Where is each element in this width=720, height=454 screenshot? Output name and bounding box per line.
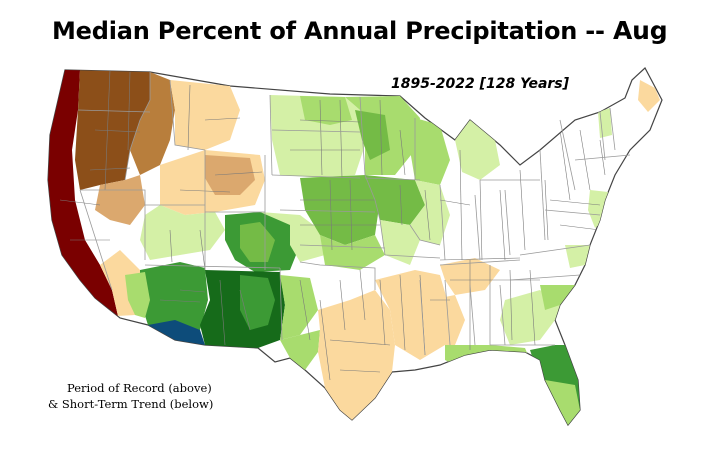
region-colorado-mod-wet	[240, 222, 275, 262]
region-kansas-slight-wet	[320, 235, 385, 270]
region-new-mexico-wet	[240, 275, 275, 330]
region-virginia-light-wet	[565, 245, 590, 268]
region-oregon-dry	[75, 70, 150, 190]
period-note: Period of Record (above) & Short-Term Tr…	[48, 380, 213, 412]
region-maine-light-dry	[638, 80, 660, 112]
state-borders	[77, 72, 631, 356]
region-utah-light-wet	[140, 205, 225, 260]
period-label: 1895-2022 [128 Years]	[391, 76, 570, 92]
region-arizona-south-extreme-wet	[148, 320, 205, 345]
region-mississippi-light-dry	[430, 295, 465, 345]
region-florida-south-slight-wet	[545, 380, 580, 425]
region-arizona-wet	[140, 262, 208, 338]
region-central-plains-mod-wet	[300, 175, 380, 245]
title-main: Median Percent of Annual Precipitation -…	[52, 17, 605, 45]
note-line-2: & Short-Term Trend (below)	[48, 397, 214, 411]
region-gulf-coast-slight-wet	[445, 345, 530, 365]
region-south-carolina-slight-wet	[540, 285, 575, 310]
region-pacific-coast-very-dry	[48, 70, 118, 316]
note-line-1: Period of Record (above)	[67, 381, 212, 395]
region-idaho-mod-dry	[130, 72, 175, 175]
region-iowa-mod-wet	[365, 175, 425, 225]
region-illinois-light-wet	[410, 180, 450, 245]
region-wyoming-slight-dry	[205, 155, 255, 195]
region-missouri-light-wet	[380, 220, 420, 265]
map-title: Median Percent of Annual Precipitation -…	[52, 16, 668, 45]
region-vermont-light-wet	[598, 108, 612, 138]
region-arizona-west-slight-wet	[125, 272, 150, 318]
region-colorado-plains-light-wet	[260, 212, 325, 262]
region-nevada-slight-dry	[95, 175, 145, 225]
region-arklatex-light-dry	[375, 270, 450, 360]
region-north-dakota-slight-wet	[300, 96, 352, 125]
region-texas-light-dry	[318, 290, 395, 420]
region-wisconsin-slight-wet	[410, 118, 450, 185]
climate-divisions	[48, 69, 660, 425]
title-month: Aug	[612, 16, 668, 45]
region-montana-light-dry	[170, 80, 240, 150]
region-east-nm-slight-wet	[280, 275, 318, 340]
